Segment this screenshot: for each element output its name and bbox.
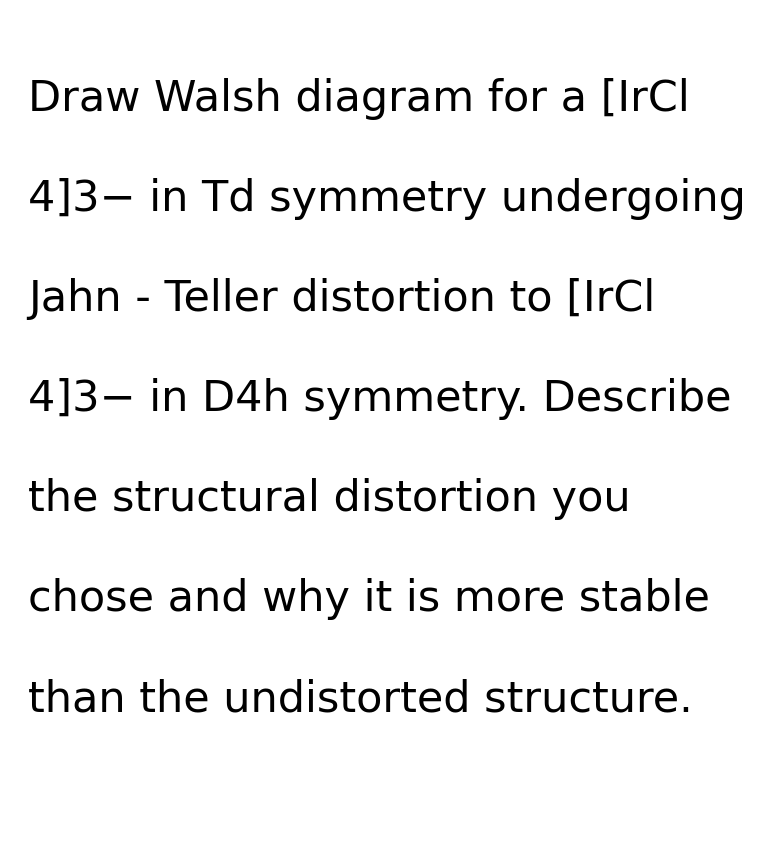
Text: Draw Walsh diagram for a [IrCl: Draw Walsh diagram for a [IrCl — [28, 78, 690, 120]
Text: than the undistorted structure.: than the undistorted structure. — [28, 678, 693, 720]
Text: the structural distortion you: the structural distortion you — [28, 478, 630, 520]
Text: 4]3− in Td symmetry undergoing: 4]3− in Td symmetry undergoing — [28, 178, 746, 220]
Text: Jahn - Teller distortion to [IrCl: Jahn - Teller distortion to [IrCl — [28, 278, 655, 320]
Text: 4]3− in D4h symmetry. Describe: 4]3− in D4h symmetry. Describe — [28, 378, 732, 420]
Text: chose and why it is more stable: chose and why it is more stable — [28, 578, 710, 620]
